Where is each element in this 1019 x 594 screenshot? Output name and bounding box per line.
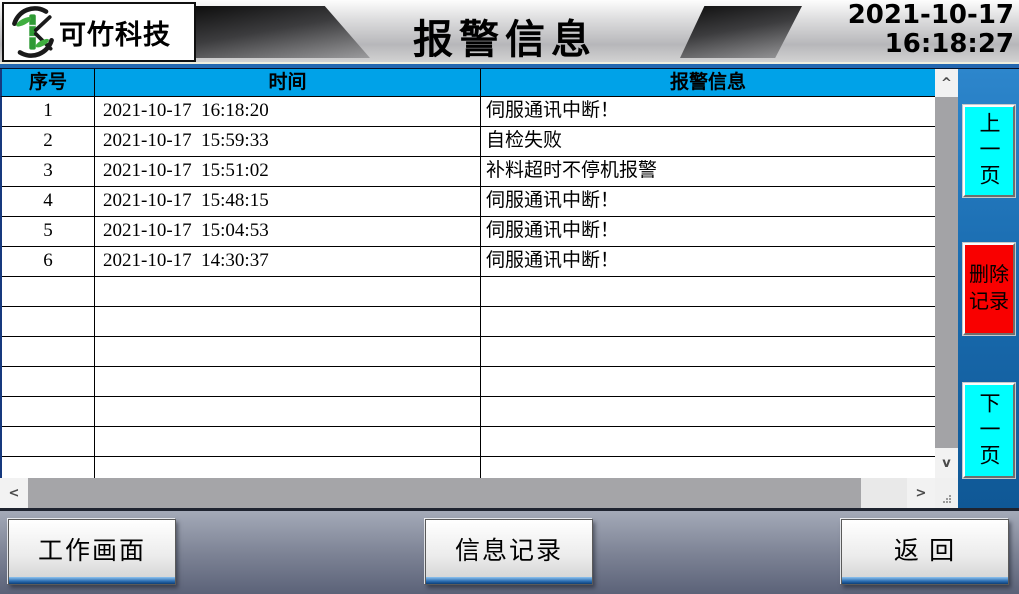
company-logo: 可竹科技 [2, 2, 196, 62]
row-no: 1 [2, 97, 95, 126]
bamboo-k-logo-icon [12, 6, 54, 58]
header-decoration-right [680, 6, 802, 58]
delete-records-label: 删除记录 [969, 264, 1009, 313]
table-row-empty[interactable] [2, 307, 935, 337]
datetime-display: 2021-10-17 16:18:27 [847, 0, 1014, 60]
row-message [481, 427, 935, 456]
row-no [2, 277, 95, 306]
button-stripe [842, 577, 1008, 584]
row-time [95, 277, 481, 306]
resize-grip-icon [942, 495, 951, 503]
row-no: 3 [2, 157, 95, 186]
delete-records-button[interactable]: 删除记录 [962, 242, 1016, 336]
row-no: 5 [2, 217, 95, 246]
return-label: 返 回 [893, 537, 957, 565]
row-message [481, 307, 935, 336]
row-message: 补料超时不停机报警 [486, 160, 658, 181]
bottom-separator [0, 508, 1019, 511]
row-no [2, 427, 95, 456]
scroll-down-icon[interactable]: v [935, 448, 958, 478]
column-header-time: 时间 [95, 69, 481, 96]
row-time: 2021-10-17 15:48:15 [95, 187, 481, 216]
row-message: 伺服通讯中断！ [486, 220, 620, 241]
row-no: 6 [2, 247, 95, 276]
info-records-button[interactable]: 信息记录 [425, 519, 593, 585]
right-sidebar: 上一页 删除记录 下一页 [958, 69, 1019, 508]
time-text: 16:18:27 [884, 29, 1014, 60]
scroll-left-icon[interactable]: < [0, 478, 28, 508]
scroll-up-icon[interactable]: ^ [935, 69, 958, 97]
date-text: 2021-10-17 [847, 0, 1014, 30]
vertical-scroll-thumb[interactable] [935, 97, 958, 448]
bottom-nav-bar: 工作画面 信息记录 返 回 [0, 511, 1019, 594]
row-time: 2021-10-17 15:51:02 [95, 157, 481, 186]
table-row-empty[interactable] [2, 457, 935, 478]
row-no [2, 397, 95, 426]
logo-text: 可竹科技 [59, 19, 171, 50]
row-message: 伺服通讯中断！ [486, 190, 620, 211]
column-header-message: 报警信息 [669, 72, 746, 93]
return-button[interactable]: 返 回 [841, 519, 1009, 585]
button-stripe [426, 577, 592, 584]
next-page-button[interactable]: 下一页 [962, 382, 1016, 479]
header-decoration-left [196, 6, 370, 58]
horizontal-scrollbar[interactable]: < > [0, 478, 935, 508]
row-time [95, 337, 481, 366]
row-message: 伺服通讯中断！ [486, 100, 620, 121]
scrollbar-corner [935, 478, 958, 508]
page-title: 报警信息 [413, 17, 597, 62]
row-time [95, 457, 481, 478]
header-bar: 可竹科技 报警信息 2021-10-17 16:18:27 [0, 0, 1019, 62]
row-message [481, 337, 935, 366]
info-records-label: 信息记录 [454, 537, 563, 565]
table-row[interactable]: 2 2021-10-17 15:59:33 自检失败 [2, 127, 935, 157]
alarm-table-body: 1 2021-10-17 16:18:20 伺服通讯中断！ 2 2021-10-… [0, 97, 935, 478]
prev-page-button[interactable]: 上一页 [962, 104, 1016, 198]
row-message [481, 277, 935, 306]
row-time [95, 307, 481, 336]
row-time: 2021-10-17 16:18:20 [95, 97, 481, 126]
work-screen-label: 工作画面 [37, 537, 146, 565]
row-time: 2021-10-17 15:04:53 [95, 217, 481, 246]
table-row[interactable]: 3 2021-10-17 15:51:02 补料超时不停机报警 [2, 157, 935, 187]
table-row-empty[interactable] [2, 277, 935, 307]
row-time: 2021-10-17 15:59:33 [95, 127, 481, 156]
row-time: 2021-10-17 14:30:37 [95, 247, 481, 276]
button-stripe [9, 577, 175, 584]
row-message: 自检失败 [486, 130, 563, 151]
scroll-right-icon[interactable]: > [907, 478, 935, 508]
row-no [2, 337, 95, 366]
next-page-label: 下一页 [977, 391, 1001, 470]
row-no: 4 [2, 187, 95, 216]
table-row[interactable]: 6 2021-10-17 14:30:37 伺服通讯中断！ [2, 247, 935, 277]
table-row-empty[interactable] [2, 337, 935, 367]
table-row[interactable]: 1 2021-10-17 16:18:20 伺服通讯中断！ [2, 97, 935, 127]
header-divider [0, 62, 1019, 69]
alarm-table-header: 序号 时间 报警信息 [0, 69, 935, 97]
row-time [95, 427, 481, 456]
row-time [95, 367, 481, 396]
horizontal-scroll-thumb[interactable] [28, 478, 861, 508]
vertical-scrollbar[interactable]: ^ v [935, 69, 958, 478]
work-screen-button[interactable]: 工作画面 [8, 519, 176, 585]
row-no [2, 307, 95, 336]
row-no [2, 457, 95, 478]
row-message: 伺服通讯中断！ [486, 250, 620, 271]
row-no: 2 [2, 127, 95, 156]
table-row-empty[interactable] [2, 427, 935, 457]
column-header-no: 序号 [2, 69, 95, 96]
row-time [95, 397, 481, 426]
table-row[interactable]: 4 2021-10-17 15:48:15 伺服通讯中断！ [2, 187, 935, 217]
table-row-empty[interactable] [2, 367, 935, 397]
row-no [2, 367, 95, 396]
row-message [481, 367, 935, 396]
row-message [481, 457, 935, 478]
row-message [481, 397, 935, 426]
prev-page-label: 上一页 [977, 112, 1001, 190]
table-row[interactable]: 5 2021-10-17 15:04:53 伺服通讯中断！ [2, 217, 935, 247]
table-row-empty[interactable] [2, 397, 935, 427]
